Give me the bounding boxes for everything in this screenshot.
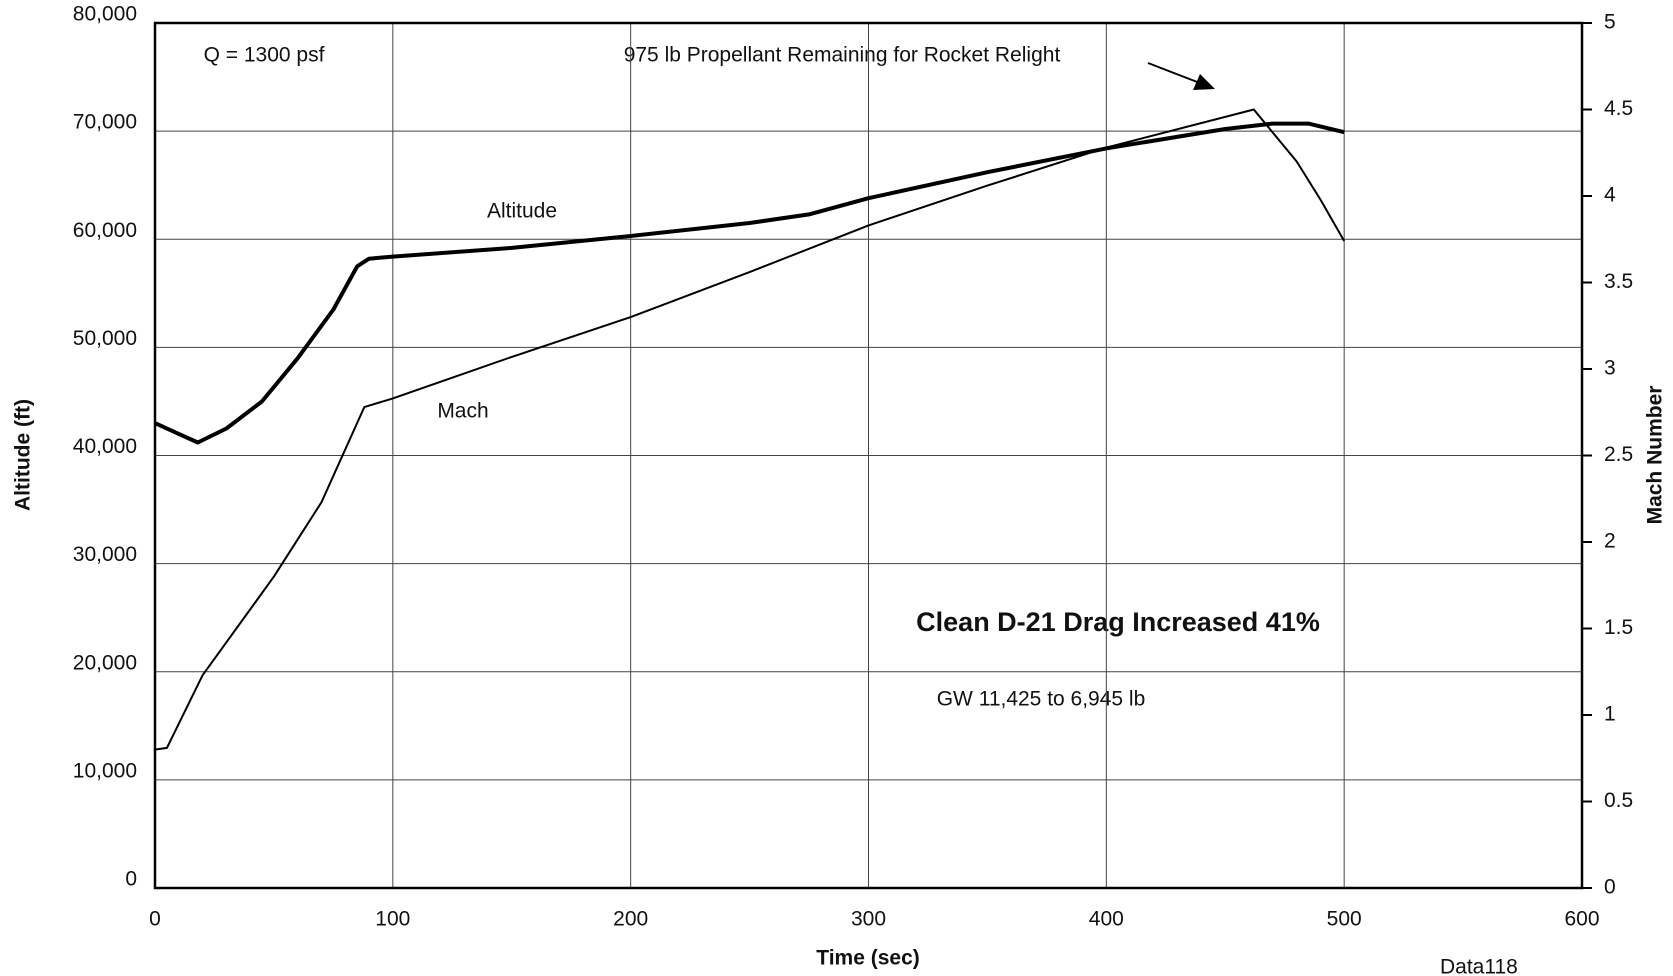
x-tick-label: 300 xyxy=(851,908,886,931)
y-tick-label: 0 xyxy=(125,868,137,891)
y2-tick-label: 2.5 xyxy=(1604,443,1633,466)
annotation: Data118 xyxy=(1440,956,1518,976)
y-tick-label: 30,000 xyxy=(73,543,137,566)
arrow-head xyxy=(1193,74,1215,90)
y-tick-label: 60,000 xyxy=(73,219,137,242)
y2-tick-label: 4.5 xyxy=(1604,97,1633,120)
y2-tick-label: 1.5 xyxy=(1604,616,1633,639)
x-tick-label: 100 xyxy=(375,908,410,931)
y2-tick-label: 2 xyxy=(1604,530,1616,553)
annotation: Clean D-21 Drag Increased 41% xyxy=(916,607,1320,637)
y2-tick-label: 0.5 xyxy=(1604,789,1633,812)
y2-tick-label: 1 xyxy=(1604,703,1616,726)
y-tick-label: 40,000 xyxy=(73,435,137,458)
annotation: 975 lb Propellant Remaining for Rocket R… xyxy=(624,44,1061,67)
arrow-line xyxy=(1147,62,1206,86)
plot-frame xyxy=(153,21,1584,890)
series-line xyxy=(154,121,1345,445)
x-tick-label: 200 xyxy=(613,908,648,931)
x-axis-title: Time (sec) xyxy=(816,947,920,970)
series-line xyxy=(154,108,1346,751)
y-axis-title: Altitude (ft) xyxy=(12,399,35,511)
y2-tick-label: 3.5 xyxy=(1604,270,1633,293)
y-tick-label: 20,000 xyxy=(73,651,137,674)
x-tick-label: 500 xyxy=(1327,908,1362,931)
y-tick-label: 10,000 xyxy=(73,759,137,782)
y-tick-label: 70,000 xyxy=(73,111,137,134)
y2-tick-label: 5 xyxy=(1604,11,1616,34)
series-label: Mach xyxy=(437,400,488,423)
x-tick-label: 0 xyxy=(149,908,161,931)
y-tick-label: 80,000 xyxy=(73,3,137,26)
y-tick-label: 50,000 xyxy=(73,327,137,350)
y2-tick-label: 0 xyxy=(1604,876,1616,899)
series-label: Altitude xyxy=(487,200,557,223)
annotation: GW 11,425 to 6,945 lb xyxy=(937,688,1146,711)
y2-tick-label: 3 xyxy=(1604,357,1616,380)
x-tick-label: 400 xyxy=(1089,908,1124,931)
y2-tick-label: 4 xyxy=(1604,184,1616,207)
x-tick-label: 600 xyxy=(1564,908,1599,931)
annotation: Q = 1300 psf xyxy=(204,44,325,67)
y2-axis-title: Mach Number xyxy=(1644,386,1667,525)
